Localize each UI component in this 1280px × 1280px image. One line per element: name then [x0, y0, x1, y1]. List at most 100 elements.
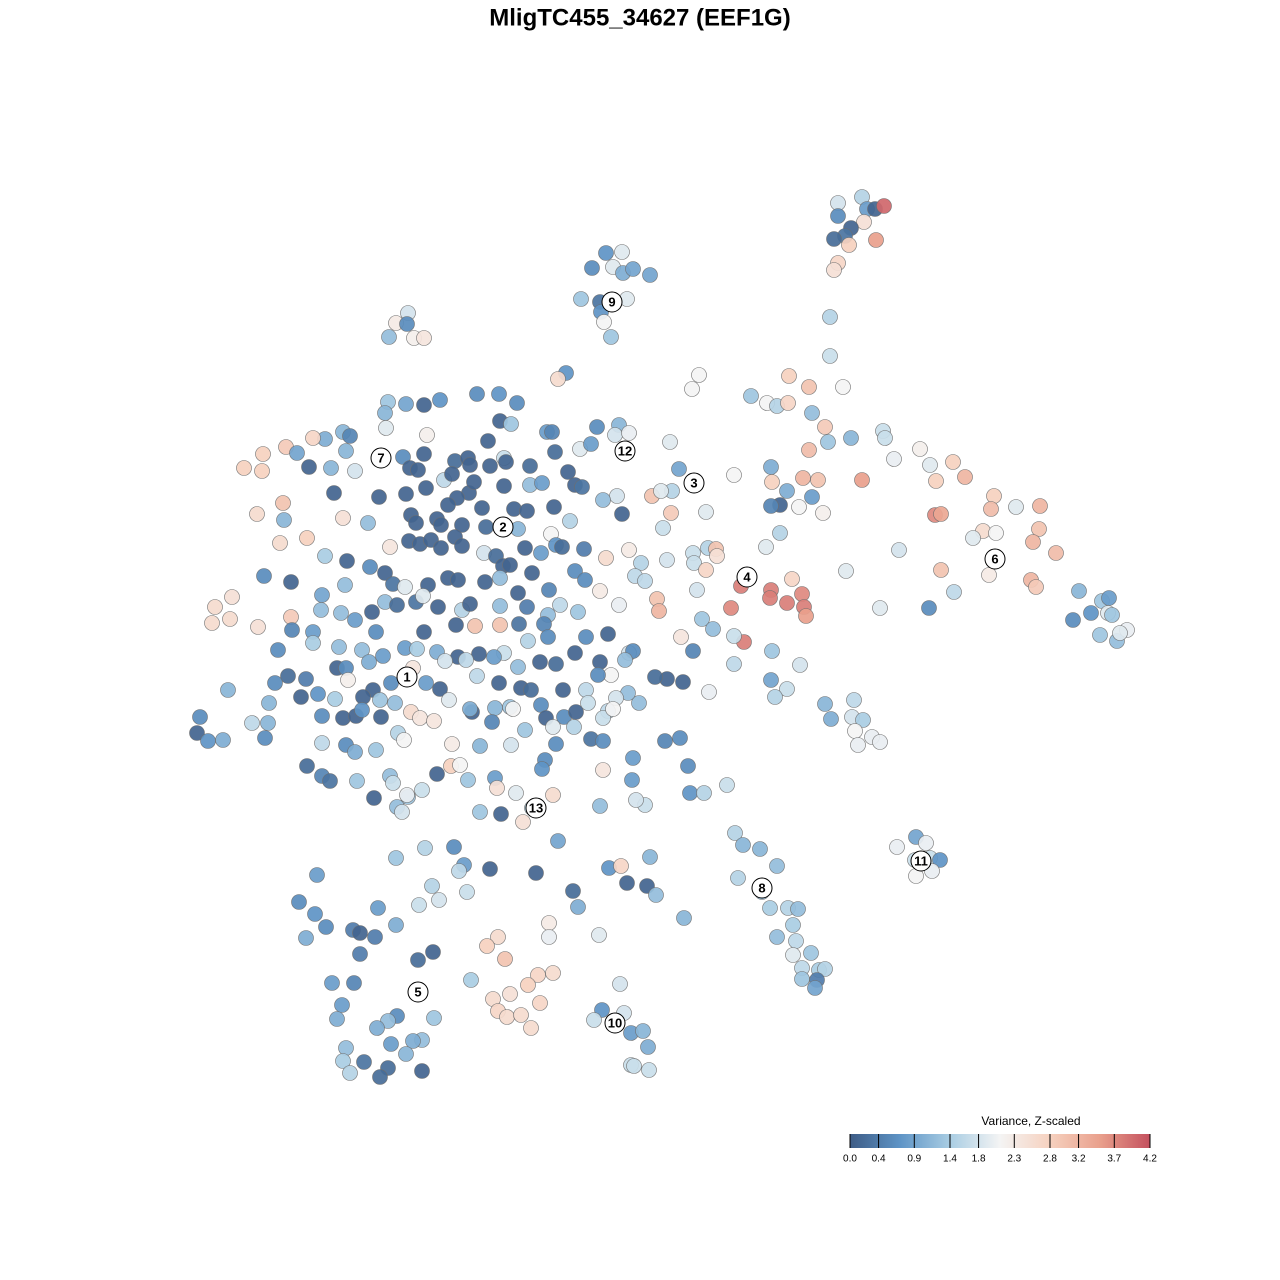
- data-point: [429, 766, 445, 782]
- data-point: [580, 695, 596, 711]
- data-point: [309, 867, 325, 883]
- data-point: [289, 445, 305, 461]
- data-point: [377, 405, 393, 421]
- data-point: [550, 371, 566, 387]
- data-point: [532, 654, 548, 670]
- data-point: [696, 785, 712, 801]
- data-point: [362, 559, 378, 575]
- data-point: [655, 520, 671, 536]
- data-point: [762, 590, 778, 606]
- data-point: [283, 574, 299, 590]
- data-point: [432, 392, 448, 408]
- cluster-badge: [736, 566, 758, 588]
- data-point: [758, 539, 774, 555]
- data-point: [820, 434, 836, 450]
- data-point: [433, 517, 449, 533]
- colorbar-tick-label: 4.2: [1143, 1154, 1157, 1165]
- data-point: [293, 689, 309, 705]
- data-point: [418, 675, 434, 691]
- data-point: [467, 618, 483, 634]
- data-point: [462, 457, 478, 473]
- data-point: [534, 761, 550, 777]
- data-point: [448, 617, 464, 633]
- data-point: [743, 388, 759, 404]
- data-point: [596, 314, 612, 330]
- data-point: [370, 900, 386, 916]
- colorbar-tick-label: 1.8: [972, 1154, 986, 1165]
- data-point: [520, 977, 536, 993]
- cluster-badge: [525, 797, 547, 819]
- data-point: [396, 732, 412, 748]
- data-point: [318, 919, 334, 935]
- data-point: [779, 595, 795, 611]
- data-point: [441, 692, 457, 708]
- data-point: [826, 231, 842, 247]
- data-point: [624, 772, 640, 788]
- data-point: [291, 894, 307, 910]
- data-point: [598, 550, 614, 566]
- data-point: [801, 379, 817, 395]
- data-point: [691, 367, 707, 383]
- data-point: [769, 858, 785, 874]
- data-point: [385, 775, 401, 791]
- data-point: [361, 654, 377, 670]
- data-point: [675, 674, 691, 690]
- data-point: [804, 489, 820, 505]
- data-point: [807, 980, 823, 996]
- data-point: [372, 692, 388, 708]
- data-point: [411, 897, 427, 913]
- data-point: [723, 600, 739, 616]
- data-point: [249, 506, 265, 522]
- data-point: [283, 609, 299, 625]
- data-point: [414, 782, 430, 798]
- data-point: [477, 574, 493, 590]
- data-point: [550, 833, 566, 849]
- data-point: [299, 758, 315, 774]
- data-point: [764, 643, 780, 659]
- data-point: [611, 597, 627, 613]
- data-point: [382, 539, 398, 555]
- data-point: [673, 629, 689, 645]
- data-point: [502, 986, 518, 1002]
- data-point: [447, 453, 463, 469]
- data-point: [398, 486, 414, 502]
- data-point: [1008, 499, 1024, 515]
- data-point: [823, 711, 839, 727]
- data-point: [780, 395, 796, 411]
- data-point: [854, 472, 870, 488]
- data-point: [552, 597, 568, 613]
- data-point: [498, 454, 514, 470]
- data-point: [499, 1009, 515, 1025]
- data-point: [1028, 579, 1044, 595]
- data-point: [868, 232, 884, 248]
- data-point: [815, 505, 831, 521]
- data-point: [533, 545, 549, 561]
- data-point: [463, 972, 479, 988]
- data-point: [792, 657, 808, 673]
- cluster-label: 11: [914, 853, 928, 868]
- data-point: [784, 571, 800, 587]
- data-point: [785, 917, 801, 933]
- data-point: [491, 386, 507, 402]
- data-point: [452, 757, 468, 773]
- data-point: [686, 555, 702, 571]
- data-point: [200, 733, 216, 749]
- data-point: [409, 641, 425, 657]
- data-point: [614, 506, 630, 522]
- data-point: [394, 804, 410, 820]
- data-point: [371, 489, 387, 505]
- data-point: [763, 672, 779, 688]
- data-point: [364, 604, 380, 620]
- data-point: [454, 517, 470, 533]
- data-point: [653, 483, 669, 499]
- data-point: [417, 840, 433, 856]
- data-point: [545, 965, 561, 981]
- data-point: [425, 944, 441, 960]
- data-point: [817, 419, 833, 435]
- data-point: [613, 858, 629, 874]
- chart-title: MligTC455_34627 (EEF1G): [489, 4, 790, 31]
- data-point: [503, 737, 519, 753]
- data-point: [532, 995, 548, 1011]
- data-point: [395, 449, 411, 465]
- data-point: [657, 733, 673, 749]
